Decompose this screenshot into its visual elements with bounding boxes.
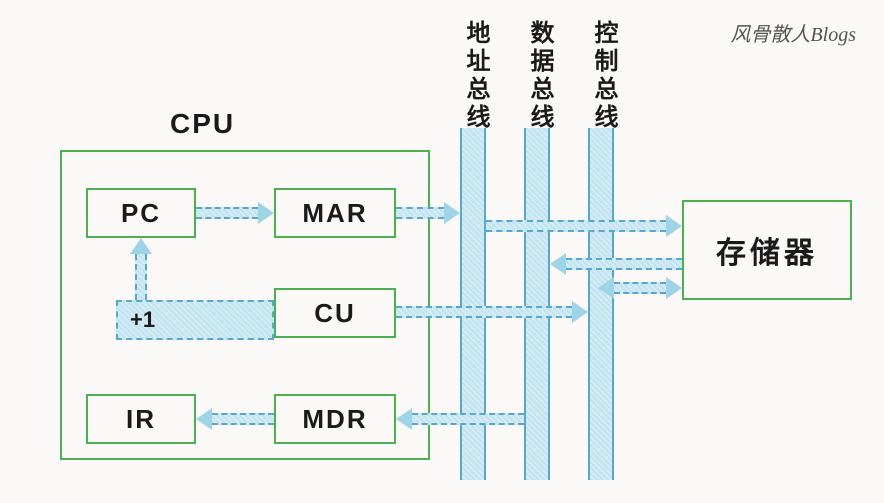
- control-bus-label: 控制总线: [586, 20, 621, 132]
- arrow-abus-to-mem: [486, 220, 666, 232]
- arrowhead-pc-to-mar: [258, 202, 274, 224]
- memory-box: 存储器: [682, 200, 852, 300]
- arrow-mdr-to-ir: [212, 413, 274, 425]
- arrow-cbus-to-mem: [614, 282, 666, 294]
- data-bus-label: 数据总线: [522, 20, 557, 132]
- arrowhead-dbus-to-mdr: [396, 408, 412, 430]
- arrow-cu-to-cbus: [396, 306, 572, 318]
- arrow-mar-to-abus: [396, 207, 444, 219]
- plus-one-box: +1: [116, 300, 274, 340]
- arrowhead-abus-to-mem: [666, 215, 682, 237]
- arrow-pc-to-mar: [196, 207, 258, 219]
- data-bus: [524, 128, 550, 480]
- mdr-register: MDR: [274, 394, 396, 444]
- arrowhead-cu-to-cbus: [572, 301, 588, 323]
- pc-register: PC: [86, 188, 196, 238]
- arrow-mem-to-dbus: [566, 258, 682, 270]
- arrowhead-mar-to-abus: [444, 202, 460, 224]
- arrowhead-l-cbus-to-mem: [598, 277, 614, 299]
- arrowhead-r-cbus-to-mem: [666, 277, 682, 299]
- address-bus: [460, 128, 486, 480]
- arrowhead-mem-to-dbus: [550, 253, 566, 275]
- mar-register: MAR: [274, 188, 396, 238]
- arrowhead-plus1-to-pc: [130, 238, 152, 254]
- arrowhead-mdr-to-ir: [196, 408, 212, 430]
- ir-register: IR: [86, 394, 196, 444]
- cpu-label: CPU: [170, 108, 235, 140]
- cu-register: CU: [274, 288, 396, 338]
- arrow-plus1-to-pc: [135, 254, 147, 300]
- arrow-dbus-to-mdr: [412, 413, 524, 425]
- address-bus-label: 地址总线: [458, 20, 493, 132]
- watermark-text: 风骨散人Blogs: [730, 18, 856, 47]
- control-bus: [588, 128, 614, 480]
